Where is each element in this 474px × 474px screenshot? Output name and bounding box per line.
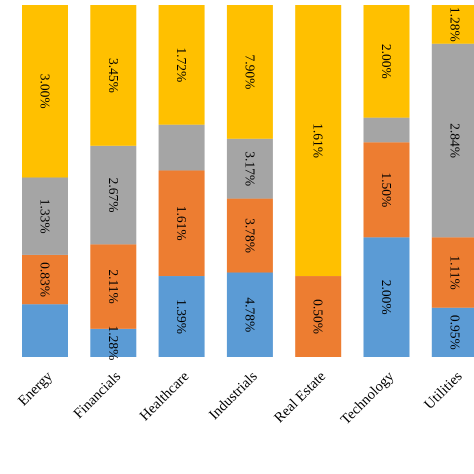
data-label-healthcare-3: 1.72% [174, 47, 189, 82]
data-label-industrials-0: 4.78% [242, 297, 257, 332]
bar-segment-healthcare-3 [158, 5, 205, 125]
data-label-technology-3: 2.00% [379, 44, 394, 79]
bar-segment-energy-2 [22, 177, 68, 255]
bar-segment-utilities-2 [431, 43, 474, 238]
data-label-real-estate-3: 1.61% [311, 123, 326, 158]
bar-segment-financials-0 [90, 328, 137, 357]
bar-segment-real-estate-1 [295, 276, 342, 357]
bar-segment-industrials-3 [226, 5, 273, 139]
category-label-utilities: Utilities [421, 368, 466, 413]
bar-segment-healthcare-2 [158, 124, 205, 171]
bar-segment-industrials-1 [226, 198, 273, 273]
data-label-industrials-3: 7.90% [242, 54, 257, 89]
bar-segment-technology-0 [363, 237, 410, 357]
bar-segment-energy-1 [22, 254, 68, 305]
category-label-healthcare: Healthcare [137, 369, 193, 425]
bar-segment-technology-2 [363, 117, 410, 143]
bar-segment-real-estate-3 [295, 5, 342, 277]
data-label-energy-1: 0.83% [38, 262, 53, 297]
category-label-technology: Technology [338, 368, 398, 428]
category-label-real-estate: Real Estate [271, 369, 329, 427]
bar-segment-industrials-2 [226, 138, 273, 199]
category-labels-layer: Energy Financials Healthcare Industrials Rea… [15, 368, 466, 428]
data-label-healthcare-1: 1.61% [174, 206, 189, 241]
category-label-industrials: Industrials [206, 368, 261, 423]
bar-segment-industrials-0 [226, 272, 273, 357]
bars-layer [22, 5, 474, 357]
data-label-financials-3: 3.45% [106, 58, 121, 93]
data-label-energy-3: 3.00% [38, 74, 53, 109]
bar-segment-financials-1 [90, 244, 137, 329]
bar-segment-energy-3 [22, 5, 68, 178]
segment-labels-layer: 0.83% 1.33% 3.00% 1.28% 2.11% 2.67% 3.45% 1.39%… [38, 7, 463, 360]
bar-segment-technology-3 [363, 5, 410, 118]
bar-segment-utilities-0 [431, 307, 474, 357]
data-label-real-estate-1: 0.50% [311, 299, 326, 334]
data-label-energy-2: 1.33% [38, 199, 53, 234]
data-label-technology-1: 1.50% [379, 172, 394, 207]
bar-segment-energy-0 [22, 304, 68, 357]
data-label-industrials-2: 3.17% [242, 151, 257, 186]
bar-segment-utilities-3 [431, 5, 474, 44]
data-label-technology-0: 2.00% [379, 280, 394, 315]
bar-segment-technology-1 [363, 142, 410, 238]
bar-segment-financials-3 [90, 5, 137, 146]
category-label-energy: Energy [15, 368, 56, 409]
bar-segment-financials-2 [90, 145, 137, 245]
data-label-utilities-0: 0.95% [447, 315, 462, 350]
data-label-financials-2: 2.67% [106, 178, 121, 213]
data-label-industrials-1: 3.78% [242, 218, 257, 253]
category-label-financials: Financials [71, 368, 125, 422]
bar-segment-healthcare-0 [158, 276, 205, 357]
data-label-financials-0: 1.28% [106, 325, 121, 360]
bar-segment-utilities-1 [431, 237, 474, 308]
data-label-utilities-3: 1.28% [447, 7, 462, 42]
data-label-healthcare-0: 1.39% [174, 299, 189, 334]
data-label-financials-1: 2.11% [106, 269, 121, 303]
data-label-utilities-2: 2.84% [447, 123, 462, 158]
bar-segment-healthcare-1 [158, 170, 205, 277]
data-label-utilities-1: 1.11% [447, 255, 462, 289]
